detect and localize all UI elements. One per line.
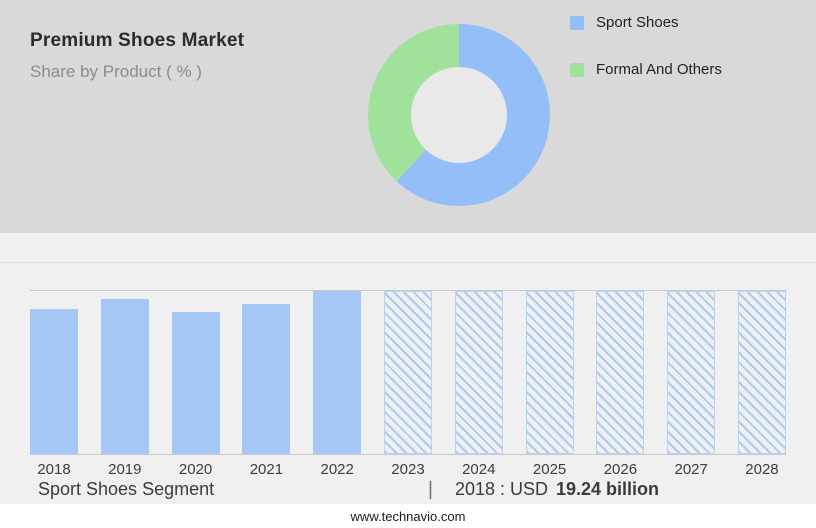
legend-swatch-blue [570,15,584,30]
legend: Sport Shoes Formal And Others [570,14,722,108]
caption-year-label: 2018 : USD [454,479,548,499]
bars-container [30,291,786,454]
x-axis-label-2025: 2025 [532,461,567,478]
legend-label: Sport Shoes [596,14,679,31]
title-block: Premium Shoes Market Share by Product ( … [30,30,244,82]
bar-2025 [525,291,574,454]
page-subtitle: Share by Product ( % ) [30,62,202,81]
x-axis-label-2028: 2028 [745,461,779,478]
x-axis-label-2020: 2020 [178,461,213,478]
bar-2028 [737,291,786,454]
footer: www.technavio.com [0,504,816,528]
caption-value-group: | 2018 : USD 19.24 billion [428,479,659,501]
bar-2020 [171,312,220,454]
caption-row: Sport Shoes Segment | 2018 : USD 19.24 b… [0,479,816,503]
bar-2018 [30,308,78,454]
bar-2027 [667,291,716,454]
x-axis-label-2026: 2026 [603,461,638,478]
legend-label: Formal And Others [596,61,722,78]
bar-2022 [313,291,362,454]
footer-url: www.technavio.com [350,508,466,524]
caption-separator: | [428,479,433,500]
page-title: Premium Shoes Market [30,30,245,51]
x-axis-labels: 2018 2019 2020 2021 2022 2023 2024 2025 2026 2027… [30,461,786,478]
section-divider [0,262,816,263]
legend-item-formal-and-others: Formal And Others [570,61,722,78]
bar-chart-plot-area [30,290,786,455]
x-axis-label-2021: 2021 [249,461,284,478]
x-axis-label-2027: 2027 [674,461,708,478]
bar-2019 [100,299,149,454]
x-axis-label-2018: 2018 [37,461,71,478]
segment-label: Sport Shoes Segment [38,479,215,499]
legend-item-sport-shoes: Sport Shoes [570,14,722,31]
caption-value: 19.24 billion [556,479,660,499]
bar-2024 [454,291,503,454]
bar-chart-section: 2018 2019 2020 2021 2022 2023 2024 2025 2026 2027… [0,233,816,504]
x-axis-label-2024: 2024 [462,461,496,478]
header-section: Premium Shoes Market Share by Product ( … [0,0,816,233]
bar-2026 [596,291,645,454]
bar-2021 [242,304,291,454]
x-axis-label-2019: 2019 [108,461,142,478]
bar-2023 [383,291,432,454]
x-axis-label-2022: 2022 [320,461,354,478]
x-axis-label-2023: 2023 [391,461,425,478]
donut-chart [368,24,550,206]
legend-swatch-green [570,62,584,77]
